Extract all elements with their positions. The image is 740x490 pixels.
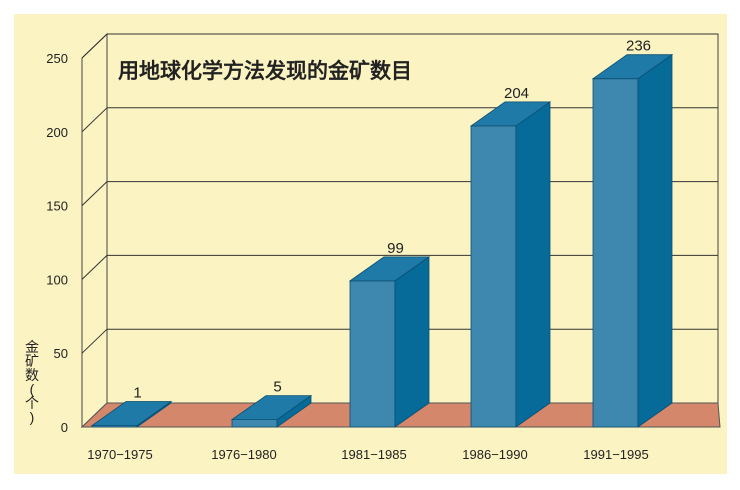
bar-front-face [349, 280, 396, 428]
bar-side-face [515, 101, 551, 428]
bar [230, 394, 313, 428]
y-axis-label: 金矿数(个) [25, 339, 39, 425]
x-tick-label: 1976−1980 [211, 447, 276, 462]
gridline-side [81, 255, 108, 280]
x-tick-label: 1991−1995 [583, 447, 648, 462]
side-wall-plane [81, 32, 108, 429]
bar-front-face [470, 125, 517, 428]
y-label-char: 金 [25, 339, 39, 355]
y-tick-label: 200 [46, 125, 68, 140]
gridline-side [81, 33, 108, 59]
gridline-side [81, 107, 108, 133]
bar-front-face [231, 419, 278, 428]
x-axis-ticks: 1970−1975 1976−1980 1981−1985 1986−1990 1991… [87, 447, 648, 462]
y-label-char: ) [30, 409, 35, 425]
bar-value-label: 236 [626, 38, 651, 55]
y-tick-label: 150 [46, 199, 68, 214]
x-tick-label: 1970−1975 [87, 447, 152, 462]
chart-title: 用地球化学方法发现的金矿数目 [118, 59, 412, 83]
bar-side-face [394, 256, 430, 428]
bar [591, 53, 674, 428]
y-label-char: ( [30, 381, 35, 397]
bars [90, 53, 674, 428]
x-tick-label: 1981−1985 [341, 447, 406, 462]
bar-top-face [230, 395, 313, 421]
bar [90, 400, 173, 428]
bar-front-face [592, 78, 639, 428]
y-axis-ticks: 0 50 100 150 200 250 [46, 51, 68, 435]
bar-top-face [348, 256, 431, 282]
y-label-char: 矿 [25, 353, 39, 369]
y-label-char: 个 [25, 395, 39, 411]
y-tick-label: 250 [46, 51, 68, 66]
x-tick-label: 1986−1990 [462, 447, 527, 462]
bar-top-face [591, 54, 674, 80]
bar-value-label: 204 [504, 85, 529, 102]
bar-top-face [469, 101, 552, 127]
bar [348, 256, 431, 428]
gridline-side [81, 328, 108, 354]
y-tick-label: 100 [46, 272, 68, 287]
y-label-char: 数 [25, 367, 39, 383]
gridline-side [81, 181, 108, 206]
bar [469, 101, 552, 428]
bar-value-label: 99 [387, 240, 404, 257]
bar-value-label: 5 [273, 379, 281, 396]
data-labels: 1 5 99 204 236 [133, 38, 651, 402]
bar-side-face [637, 53, 673, 428]
y-tick-label: 0 [61, 420, 68, 435]
y-tick-label: 50 [54, 346, 68, 361]
bar-top-face [90, 401, 173, 426]
bar-value-label: 1 [133, 385, 141, 402]
